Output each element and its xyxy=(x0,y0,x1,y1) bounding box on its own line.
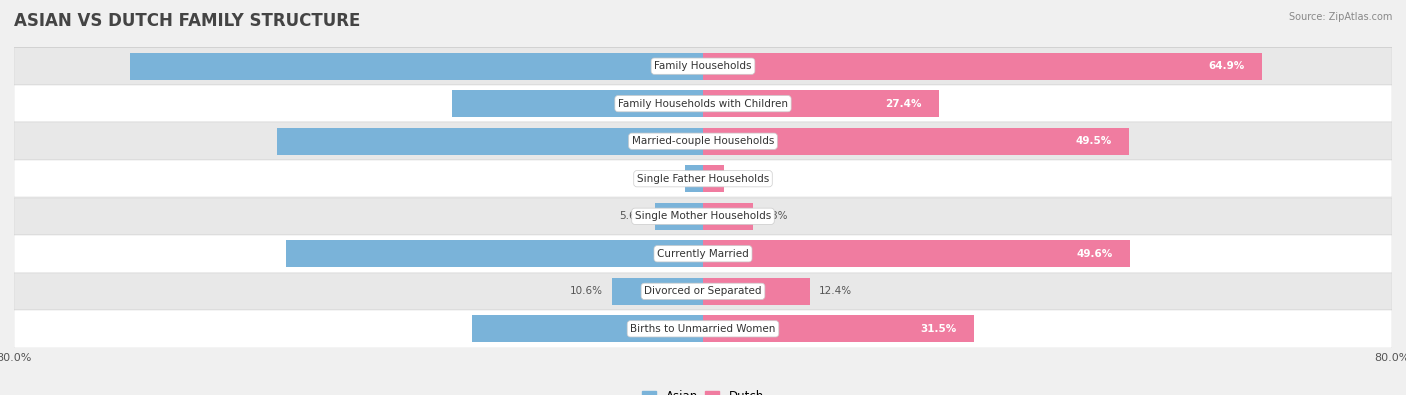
Bar xyxy=(703,203,754,230)
Text: Single Mother Households: Single Mother Households xyxy=(636,211,770,221)
Legend: Asian, Dutch: Asian, Dutch xyxy=(637,385,769,395)
Text: 26.8%: 26.8% xyxy=(686,324,723,334)
Bar xyxy=(655,203,703,230)
Text: Currently Married: Currently Married xyxy=(657,249,749,259)
Text: 66.5%: 66.5% xyxy=(686,61,723,71)
Bar xyxy=(277,128,703,155)
Text: 12.4%: 12.4% xyxy=(818,286,852,296)
Bar xyxy=(703,90,939,117)
Text: 10.6%: 10.6% xyxy=(569,286,603,296)
Text: Births to Unmarried Women: Births to Unmarried Women xyxy=(630,324,776,334)
Bar xyxy=(14,47,1392,85)
Text: Divorced or Separated: Divorced or Separated xyxy=(644,286,762,296)
Text: 48.4%: 48.4% xyxy=(686,249,723,259)
Bar xyxy=(703,128,1129,155)
Text: 5.8%: 5.8% xyxy=(762,211,787,221)
Bar xyxy=(131,53,703,80)
Bar xyxy=(685,165,703,192)
Text: 31.5%: 31.5% xyxy=(921,324,957,334)
Bar xyxy=(14,122,1392,160)
Text: Single Father Households: Single Father Households xyxy=(637,174,769,184)
Text: Family Households: Family Households xyxy=(654,61,752,71)
Bar xyxy=(14,85,1392,122)
Text: 49.6%: 49.6% xyxy=(1077,249,1114,259)
Bar xyxy=(703,240,1130,267)
Text: 64.9%: 64.9% xyxy=(1208,61,1244,71)
Text: 5.6%: 5.6% xyxy=(620,211,647,221)
Text: 27.4%: 27.4% xyxy=(886,99,922,109)
Text: 2.1%: 2.1% xyxy=(650,174,676,184)
Text: Married-couple Households: Married-couple Households xyxy=(631,136,775,146)
Bar xyxy=(14,198,1392,235)
Text: 49.5%: 49.5% xyxy=(1076,136,1112,146)
Bar xyxy=(287,240,703,267)
Bar xyxy=(703,278,810,305)
Bar xyxy=(14,310,1392,348)
Text: 2.4%: 2.4% xyxy=(733,174,759,184)
Bar xyxy=(14,235,1392,273)
Bar xyxy=(14,273,1392,310)
Text: 29.1%: 29.1% xyxy=(686,99,721,109)
Text: Source: ZipAtlas.com: Source: ZipAtlas.com xyxy=(1288,12,1392,22)
Bar xyxy=(14,160,1392,198)
Bar xyxy=(612,278,703,305)
Bar xyxy=(703,315,974,342)
Bar xyxy=(703,165,724,192)
Bar xyxy=(703,53,1263,80)
Bar xyxy=(453,90,703,117)
Text: 49.5%: 49.5% xyxy=(686,136,723,146)
Text: Family Households with Children: Family Households with Children xyxy=(619,99,787,109)
Text: ASIAN VS DUTCH FAMILY STRUCTURE: ASIAN VS DUTCH FAMILY STRUCTURE xyxy=(14,12,360,30)
Bar xyxy=(472,315,703,342)
